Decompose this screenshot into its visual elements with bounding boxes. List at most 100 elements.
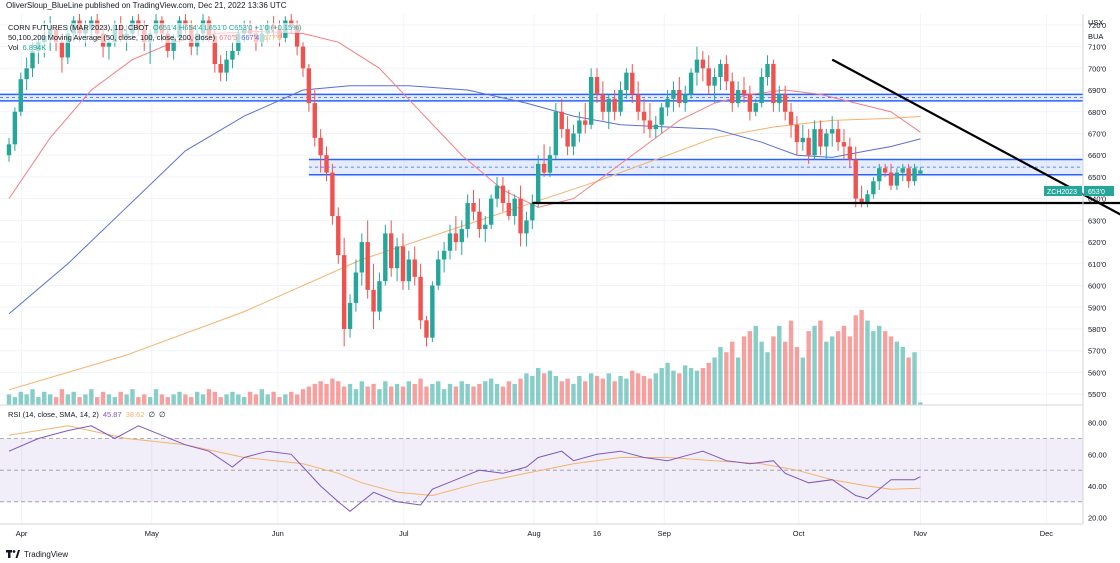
candle-body[interactable] [677, 90, 682, 104]
candle-body[interactable] [618, 90, 623, 112]
candle-body[interactable] [541, 163, 547, 173]
candle-body[interactable] [359, 242, 364, 273]
candle-body[interactable] [800, 137, 805, 143]
candle-body[interactable] [771, 63, 776, 104]
candle-body[interactable] [671, 90, 676, 99]
candle-body[interactable] [694, 59, 700, 73]
candle-body[interactable] [894, 172, 900, 186]
candle-body[interactable] [835, 129, 841, 143]
candle-body[interactable] [594, 76, 600, 95]
candle-body[interactable] [447, 233, 453, 251]
candle-body[interactable] [882, 168, 888, 173]
candle-body[interactable] [665, 98, 670, 108]
volume-legend[interactable]: Vol 6.894K [8, 43, 47, 53]
candle-body[interactable] [841, 142, 847, 147]
candle-body[interactable] [524, 220, 529, 234]
candle-body[interactable] [24, 68, 29, 80]
candle-body[interactable] [624, 72, 629, 91]
candle-body[interactable] [12, 111, 18, 145]
candle-body[interactable] [300, 46, 306, 69]
candle-body[interactable] [212, 35, 217, 64]
candle-body[interactable] [230, 50, 235, 60]
candle-body[interactable] [794, 124, 800, 143]
trendlines[interactable] [532, 58, 1120, 269]
candle-body[interactable] [218, 63, 223, 73]
candle-body[interactable] [412, 259, 417, 277]
candle-body[interactable] [18, 79, 23, 112]
candle-body[interactable] [371, 289, 376, 312]
candle-body[interactable] [583, 120, 588, 125]
candle-body[interactable] [588, 76, 594, 125]
candle-body[interactable] [400, 246, 406, 282]
candle-body[interactable] [847, 146, 853, 160]
candle-body[interactable] [759, 76, 764, 104]
candle-body[interactable] [641, 111, 647, 121]
candle-body[interactable] [330, 172, 335, 217]
time-axis[interactable]: AprMayJunJulAug16SepOctNovDec2023Feb [16, 529, 1120, 538]
candle-body[interactable] [606, 98, 611, 112]
candle-body[interactable] [718, 63, 723, 77]
candle-body[interactable] [512, 198, 517, 217]
candle-body[interactable] [306, 68, 312, 104]
rsi-legend[interactable]: RSI (14, close, SMA, 14, 2) 45.87 38.62 ∅ ∅ [8, 410, 166, 420]
candle-body[interactable] [830, 129, 835, 134]
candle-body[interactable] [30, 50, 35, 69]
candle-body[interactable] [865, 194, 870, 203]
candle-body[interactable] [788, 111, 794, 125]
candle-body[interactable] [812, 129, 817, 156]
candle-body[interactable] [818, 129, 823, 147]
candle-body[interactable] [753, 103, 758, 112]
candle-body[interactable] [706, 68, 711, 86]
symbol-legend[interactable]: CORN FUTURES (MAR 2023), 1D, CBOT O651'4 … [8, 23, 302, 33]
candle-body[interactable] [424, 320, 429, 338]
candle-body[interactable] [394, 246, 400, 269]
candle-body[interactable] [459, 229, 464, 243]
candle-body[interactable] [635, 94, 641, 112]
candle-body[interactable] [294, 24, 300, 47]
candle-body[interactable] [859, 198, 864, 203]
candle-body[interactable] [912, 168, 917, 182]
candle-body[interactable] [224, 59, 229, 73]
candle-body[interactable] [871, 181, 876, 195]
candle-body[interactable] [436, 259, 441, 286]
candle-body[interactable] [683, 94, 688, 104]
candle-body[interactable] [59, 42, 65, 58]
candle-body[interactable] [453, 233, 459, 243]
candle-body[interactable] [747, 94, 753, 112]
candle-body[interactable] [65, 33, 70, 58]
ma-legend[interactable]: 50,100,200 Moving Average (50, close, 10… [8, 33, 282, 43]
candle-body[interactable] [6, 144, 12, 156]
candle-body[interactable] [724, 63, 729, 82]
candle-body[interactable] [612, 98, 617, 112]
candle-body[interactable] [782, 94, 788, 112]
candle-body[interactable] [441, 250, 447, 260]
candle-body[interactable] [600, 94, 606, 112]
candle-body[interactable] [506, 202, 511, 217]
candle-body[interactable] [477, 211, 482, 230]
candle-body[interactable] [530, 202, 535, 221]
candle-body[interactable] [630, 72, 635, 95]
candle-body[interactable] [547, 155, 553, 173]
candle-body[interactable] [918, 170, 923, 174]
candle-body[interactable] [559, 111, 564, 130]
rsi-line[interactable] [8, 425, 921, 512]
candle-body[interactable] [465, 202, 470, 230]
candle-body[interactable] [688, 72, 694, 95]
candle-body[interactable] [106, 42, 112, 47]
candle-body[interactable] [877, 168, 882, 182]
candle-body[interactable] [735, 90, 741, 104]
candle-body[interactable] [536, 163, 541, 203]
candle-body[interactable] [353, 272, 359, 303]
candle-body[interactable] [312, 103, 317, 138]
candle-body[interactable] [741, 90, 747, 95]
downtrend-line[interactable] [831, 58, 1120, 269]
candle-body[interactable] [336, 216, 341, 256]
candle-body[interactable] [824, 133, 829, 147]
candle-body[interactable] [483, 224, 488, 230]
candle-body[interactable] [406, 259, 412, 282]
candle-body[interactable] [171, 37, 176, 51]
candle-body[interactable] [888, 172, 894, 186]
candle-body[interactable] [418, 276, 423, 321]
candle-body[interactable] [389, 233, 394, 269]
